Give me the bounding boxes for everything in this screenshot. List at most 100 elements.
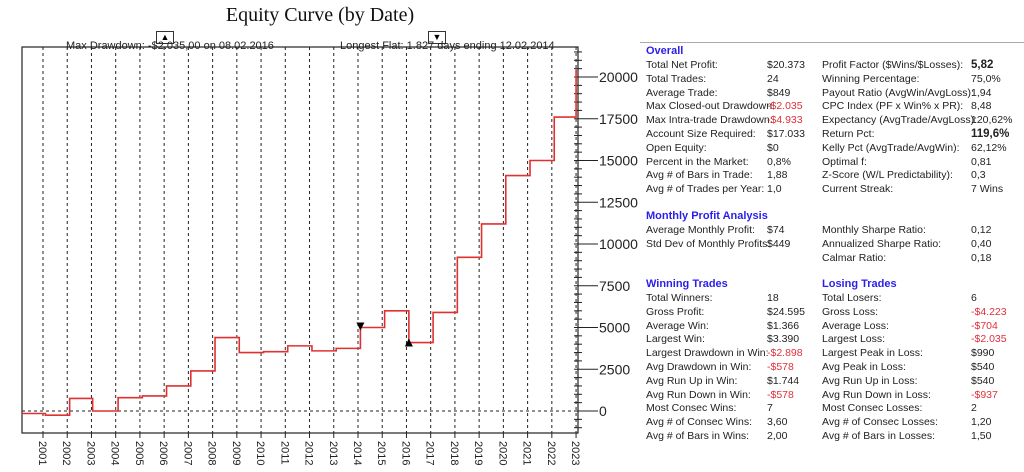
stat-label: Kelly Pct (AvgTrade/AvgWin):	[822, 141, 960, 154]
stat-label: CPC Index (PF x Win% x PR):	[822, 100, 964, 113]
y-tick-label: 12500	[599, 194, 638, 210]
stat-label: Avg Run Up in Win:	[646, 374, 738, 387]
stat-value: $74	[767, 224, 785, 236]
stat-value: 120,62%	[971, 114, 1013, 127]
x-tick-label: 2006	[157, 441, 169, 465]
stat-label: Open Equity:	[646, 141, 707, 154]
stat-label: Calmar Ratio:	[822, 251, 887, 264]
x-tick-label: 2021	[521, 441, 533, 465]
stat-label: Optimal f:	[822, 155, 867, 168]
x-tick-label: 2004	[109, 441, 121, 465]
stat-label: Average Trade:	[646, 86, 718, 99]
stat-label: Avg Drawdown in Win:	[646, 361, 752, 373]
stat-value: -$2.898	[767, 347, 803, 360]
x-tick-label: 2018	[448, 441, 460, 465]
stat-label: Avg Run Up in Loss:	[822, 374, 918, 387]
stat-value: 1,88	[767, 169, 788, 182]
stat-label: Avg # of Consec Wins:	[646, 416, 753, 429]
stat-value: 0,3	[971, 169, 986, 182]
stat-value: 5,82	[971, 59, 994, 71]
section-overall: Overall	[646, 45, 684, 57]
x-tick-label: 2009	[230, 441, 242, 465]
section-losing: Losing Trades	[822, 278, 897, 290]
stat-label: Largest Drawdown in Win:	[646, 347, 769, 360]
stat-value: 75,0%	[971, 72, 1001, 85]
y-tick-label: 5000	[599, 320, 630, 336]
stat-label: Profit Factor ($Wins/$Losses):	[822, 59, 964, 71]
x-tick-label: 2010	[254, 441, 266, 465]
stat-label: Std Dev of Monthly Profits:	[646, 237, 771, 250]
stat-label: Total Winners:	[646, 292, 713, 304]
stat-label: Average Loss:	[822, 319, 889, 332]
stat-label: Expectancy (AvgTrade/AvgLoss):	[822, 114, 978, 127]
stat-label: Avg Peak in Loss:	[822, 361, 906, 373]
stat-value: -$2.035	[971, 333, 1007, 346]
equity-chart: 2001 2002 2003 2004 2005 2006 2007 2008 2009 2010…	[21, 46, 638, 465]
stat-value: -$704	[971, 319, 998, 332]
stat-label: Avg Run Down in Loss:	[822, 388, 931, 401]
stat-value: -$937	[971, 388, 998, 401]
stat-value: $849	[767, 86, 791, 99]
x-tick-label: 2023	[569, 441, 581, 465]
x-tick-label: 2001	[36, 441, 48, 465]
stat-value: -$2.035	[767, 100, 803, 113]
stat-label: Max Closed-out Drawdown:	[646, 100, 775, 113]
stat-value: 0,81	[971, 155, 992, 168]
stat-label: Avg # of Bars in Trade:	[646, 169, 753, 182]
stat-label: Winning Percentage:	[822, 72, 920, 85]
stat-label: Largest Win:	[646, 333, 705, 346]
stat-label: Most Consec Wins:	[646, 402, 737, 415]
stats-panel: Overall Total Net Profit: $20.373 Profit Fa…	[640, 42, 1024, 442]
y-tick-label: 7500	[599, 278, 630, 294]
stat-value: 62,12%	[971, 141, 1007, 154]
x-tick-label: 2019	[472, 441, 484, 465]
stat-value: $1.744	[767, 374, 800, 387]
stat-value: $1.366	[767, 319, 800, 332]
stat-value: -$4.933	[767, 114, 803, 127]
stat-value: 3,60	[767, 416, 788, 429]
x-tick-label: 2017	[424, 441, 436, 465]
stat-value: 119,6%	[971, 128, 1010, 140]
stat-value: $449	[767, 237, 791, 250]
stat-value: $540	[971, 374, 995, 387]
x-tick-label: 2015	[375, 441, 387, 465]
x-tick-label: 2022	[545, 441, 557, 465]
stat-value: 8,48	[971, 100, 992, 113]
stat-value: 7	[767, 402, 773, 415]
stat-value: 2	[971, 402, 977, 415]
stat-value: 0,12	[971, 224, 992, 236]
stat-value: 1,0	[767, 183, 782, 196]
flat-end-marker	[356, 322, 365, 331]
stat-label: Current Streak:	[822, 183, 894, 196]
y-tick-label: 2500	[599, 361, 630, 377]
section-monthly: Monthly Profit Analysis	[646, 210, 768, 222]
drawdown-marker	[404, 338, 413, 347]
x-tick-label: 2013	[327, 441, 339, 465]
chart-title: Equity Curve (by Date)	[225, 4, 415, 26]
stat-label: Total Net Profit:	[646, 59, 718, 71]
stat-value: $0	[767, 141, 779, 154]
stat-value: 6	[971, 292, 977, 304]
x-tick-label: 2002	[60, 441, 72, 465]
stat-label: Max Intra-trade Drawdown:	[646, 114, 773, 127]
stat-label: Account Size Required:	[646, 128, 756, 140]
stat-value: 18	[767, 292, 779, 304]
plot-frame	[21, 46, 579, 434]
stat-label: Largest Peak in Loss:	[822, 347, 923, 360]
stat-value: -$578	[767, 388, 794, 401]
stat-label: Monthly Sharpe Ratio:	[822, 224, 926, 236]
stat-value: $540	[971, 361, 995, 373]
stat-label: Total Losers:	[822, 292, 882, 304]
stat-label: Most Consec Losses:	[822, 402, 923, 415]
stat-value: $17.033	[767, 128, 805, 140]
x-tick-label: 2008	[206, 441, 218, 465]
y-tick-label: 17500	[599, 111, 638, 127]
drawdown-marker-icon: ▲	[156, 31, 174, 44]
stat-label: Gross Loss:	[822, 305, 879, 318]
stat-label: Z-Score (W/L Predictability):	[822, 169, 953, 182]
stat-value: 0,18	[971, 251, 992, 264]
stat-label: Avg # of Bars in Losses:	[822, 430, 936, 442]
y-tick-label: 10000	[599, 236, 638, 252]
stat-value: -$578	[767, 361, 794, 373]
y-tick-label: 15000	[599, 153, 638, 169]
